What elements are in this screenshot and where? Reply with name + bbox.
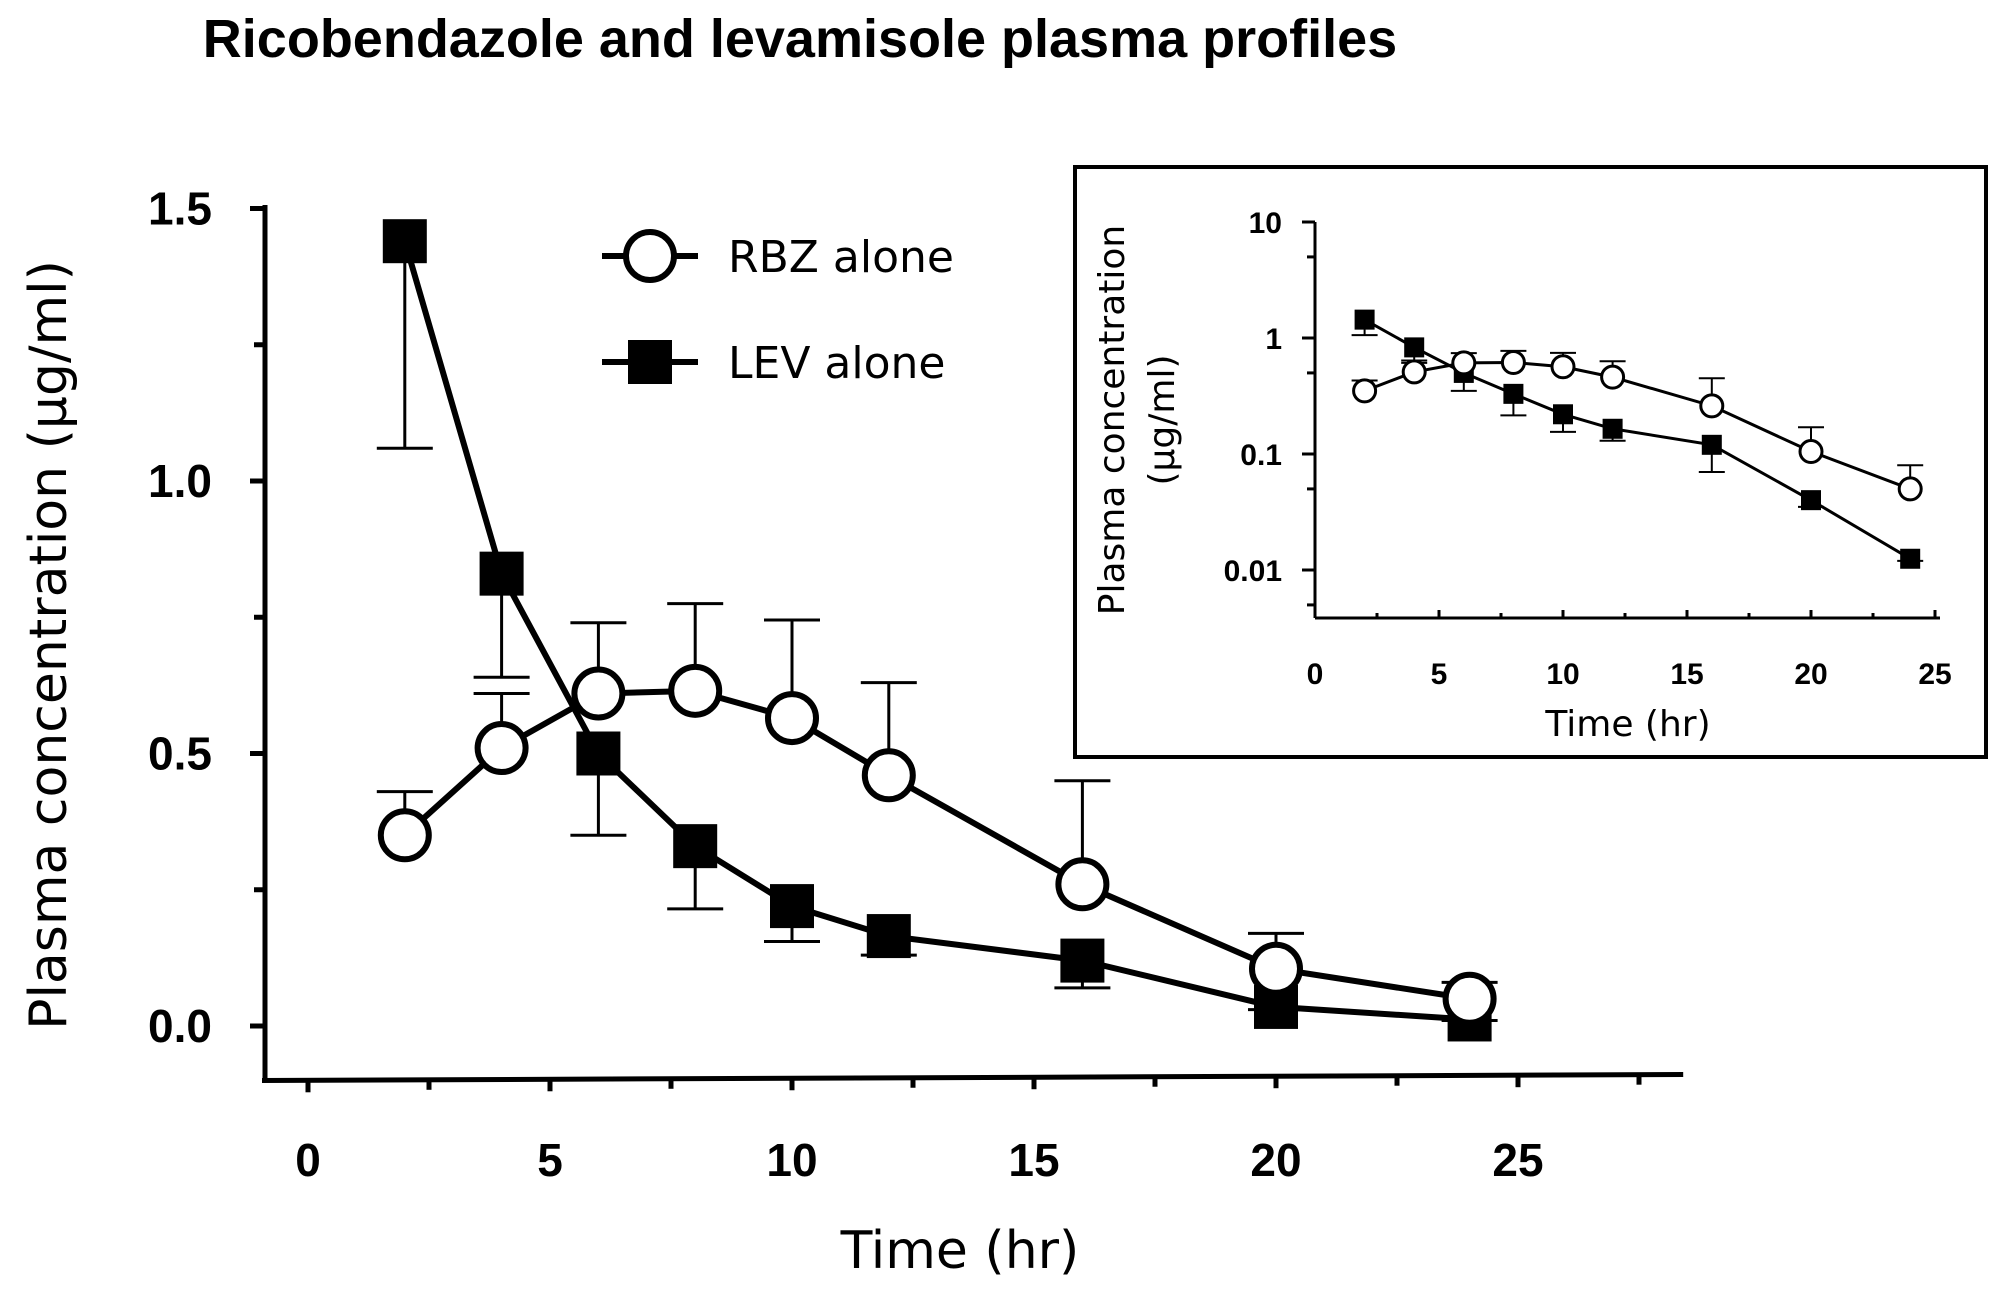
rbz-point	[765, 691, 819, 746]
inset-lev-point	[1553, 404, 1573, 425]
inset-lev-point	[1801, 490, 1821, 511]
legend-rbz-label: RBZ alone	[728, 232, 954, 283]
inset-y-axis-title-line2: (μg/ml)	[1142, 354, 1183, 485]
inset-y-tick-label: 0.01	[1224, 555, 1282, 588]
y-tick-label: 0.5	[148, 728, 212, 780]
inset-x-tick-label: 5	[1431, 658, 1448, 691]
inset-lev-point	[1602, 418, 1623, 439]
inset-x-tick-label: 25	[1918, 658, 1951, 691]
lev-point	[382, 219, 427, 264]
inset-lev-point	[1354, 309, 1375, 330]
rbz-point	[1249, 941, 1303, 996]
y-axis-title: Plasma concentration (μg/ml)	[19, 260, 79, 1030]
lev-point	[770, 884, 814, 929]
legend-lev-marker	[628, 340, 672, 384]
inset-rbz-line	[1364, 360, 1911, 491]
y-tick-label: 1.5	[148, 183, 212, 235]
rbz-point	[571, 666, 626, 721]
inset-rbz-point	[1401, 359, 1427, 385]
inset-x-tick-label: 10	[1546, 658, 1579, 691]
inset-y-tick-label: 1	[1265, 323, 1282, 356]
inset-y-tick-label: 0.1	[1240, 439, 1282, 472]
legend-lev-label: LEV alone	[728, 338, 945, 389]
inset-rbz-point	[1798, 439, 1824, 465]
inset-rbz-point	[1897, 476, 1923, 502]
inset-frame	[1073, 165, 1988, 759]
x-axis-title: Time (hr)	[840, 1221, 1080, 1281]
x-tick-label: 0	[295, 1134, 321, 1186]
rbz-point	[668, 663, 723, 718]
rbz-point	[377, 808, 432, 863]
legend: RBZ alone LEV alone	[602, 229, 954, 389]
x-axis-line	[261, 1072, 1684, 1083]
inset-lev-line	[1363, 318, 1911, 561]
lev-point	[866, 914, 911, 959]
inset-x-tick-label: 20	[1794, 658, 1827, 691]
legend-rbz-marker	[623, 229, 677, 283]
inset-x-tick-label: 0	[1307, 658, 1324, 691]
lev-point	[479, 551, 524, 596]
inset-rbz-point	[1500, 349, 1526, 375]
chart-title: Ricobendazole and levamisole plasma prof…	[202, 9, 1398, 69]
inset-rbz-point	[1352, 378, 1378, 404]
inset-x-tick-label: 15	[1670, 658, 1703, 691]
inset-y-tick-label: 10	[1249, 207, 1282, 240]
x-tick-label: 25	[1492, 1134, 1543, 1186]
inset-plot: 0 5 10 15 20 25 0.01 0.1 1 10 Time (hr) Plasma conc…	[1073, 165, 1988, 759]
inset-lev-point	[1503, 383, 1524, 404]
inset-lev-point	[1404, 337, 1425, 358]
inset-rbz-point	[1451, 350, 1477, 376]
rbz-point	[1055, 857, 1110, 912]
y-tick-label: 1.0	[148, 455, 212, 507]
rbz-line	[402, 687, 1471, 1002]
x-tick-label: 20	[1250, 1134, 1301, 1186]
inset-lev-point	[1900, 548, 1921, 569]
lev-point	[576, 731, 621, 776]
lev-point	[673, 824, 718, 869]
rbz-point	[861, 748, 916, 803]
inset-lev-point	[1701, 434, 1722, 455]
inset-rbz-point	[1600, 364, 1626, 390]
inset-y-axis-title-line1: Plasma concentration	[1092, 225, 1133, 615]
rbz-point	[1442, 971, 1497, 1026]
inset-x-axis-title: Time (hr)	[1544, 704, 1710, 745]
y-tick-label: 0.0	[148, 1000, 212, 1052]
x-tick-label: 15	[1008, 1134, 1059, 1186]
lev-point	[1060, 938, 1105, 983]
rbz-point	[474, 721, 529, 776]
x-tick-label: 10	[766, 1134, 817, 1186]
inset-rbz-point	[1699, 393, 1725, 419]
inset-rbz-point	[1550, 354, 1576, 380]
x-tick-label: 5	[537, 1134, 563, 1186]
